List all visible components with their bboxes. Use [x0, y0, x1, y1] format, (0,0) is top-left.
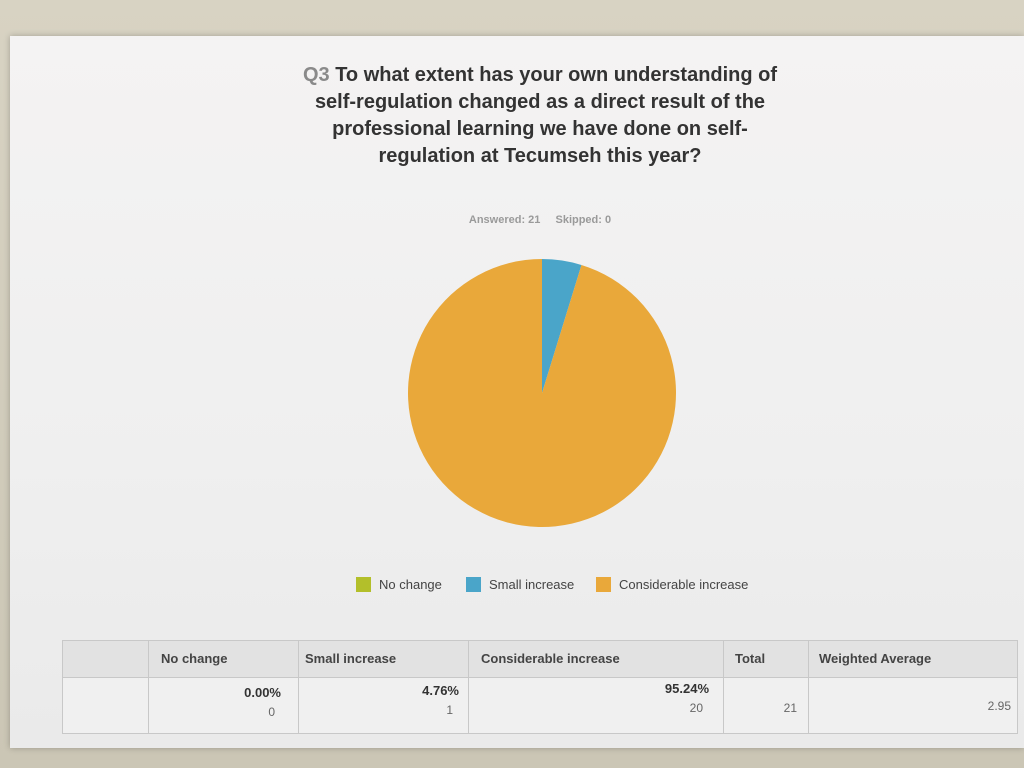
weighted-average-value: 2.95 — [987, 699, 1011, 713]
header-considerable-increase: Considerable increase — [481, 651, 620, 666]
column-weighted-average — [808, 641, 1018, 733]
pie-slice-considerable-increase — [408, 259, 676, 527]
results-table: No change Small increase Considerable in… — [62, 640, 1018, 734]
legend-item-considerable-increase: Considerable increase — [596, 577, 748, 592]
count-considerable-increase: 20 — [689, 701, 703, 715]
header-total: Total — [735, 651, 766, 666]
question-text: To what extent has your own understandin… — [314, 64, 778, 167]
percent-considerable-increase: 95.24% — [664, 681, 709, 696]
pie-chart — [408, 259, 676, 527]
skipped-count: Skipped: 0 — [555, 214, 612, 226]
legend-item-small-increase: Small increase — [466, 577, 574, 592]
column-small-increase — [298, 641, 469, 733]
legend-label-small-increase: Small increase — [489, 577, 575, 592]
legend-label-considerable-increase: Considerable increase — [619, 577, 749, 592]
header-no-change: No change — [161, 651, 228, 666]
table-header-row — [63, 641, 1017, 678]
header-weighted-average: Weighted Average — [819, 651, 932, 666]
legend-swatch-considerable-increase — [596, 577, 611, 592]
response-meta: Answered: 21 Skipped: 0 — [420, 214, 660, 226]
legend-item-no-change: No change — [356, 577, 442, 592]
answered-count: Answered: 21 — [468, 214, 541, 226]
column-no-change — [148, 641, 299, 733]
legend-swatch-no-change — [356, 577, 371, 592]
question-number: Q3 — [302, 64, 330, 86]
total-value: 21 — [783, 701, 797, 715]
count-small-increase: 1 — [446, 703, 453, 717]
legend-swatch-small-increase — [466, 577, 481, 592]
pie-slice-small-increase — [542, 259, 582, 393]
column-total — [723, 641, 809, 733]
percent-small-increase: 4.76% — [422, 683, 459, 698]
legend-label-no-change: No change — [379, 577, 442, 592]
column-considerable-increase — [468, 641, 724, 733]
header-small-increase: Small increase — [305, 651, 397, 666]
count-no-change: 0 — [268, 705, 275, 719]
chart-legend: No change Small increase Considerable in… — [356, 577, 776, 597]
chart-title: Q3 To what extent has your own understan… — [290, 62, 790, 170]
percent-no-change: 0.00% — [244, 685, 281, 700]
